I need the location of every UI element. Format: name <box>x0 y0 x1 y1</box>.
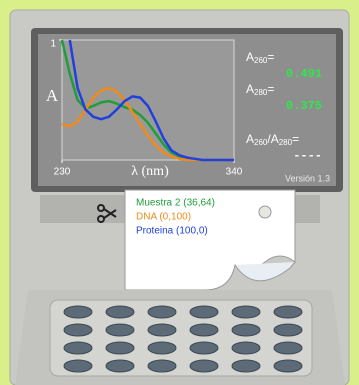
key[interactable] <box>190 342 218 354</box>
key[interactable] <box>106 342 134 354</box>
readout-label: A260/A280= <box>246 132 299 147</box>
readout-label-part: 280 <box>279 138 293 147</box>
key[interactable] <box>190 324 218 336</box>
key[interactable] <box>148 324 176 336</box>
readout-label-part: 260 <box>254 138 268 147</box>
x-axis-label: λ (nm) <box>131 164 169 179</box>
readout-value: 0.491 <box>286 67 322 81</box>
x-tick-label: 340 <box>226 167 243 178</box>
key[interactable] <box>232 306 260 318</box>
readout-label-part: A <box>246 82 254 96</box>
key[interactable] <box>148 306 176 318</box>
readout-label-part: 260 <box>254 56 268 65</box>
key[interactable] <box>274 324 302 336</box>
y-axis-label: A <box>46 86 59 105</box>
key[interactable] <box>106 306 134 318</box>
key[interactable] <box>148 342 176 354</box>
plot-area <box>62 40 234 160</box>
key[interactable] <box>232 360 260 372</box>
readout-value: 0.375 <box>286 99 322 113</box>
key[interactable] <box>274 306 302 318</box>
y-tick-label: 1 <box>50 39 56 50</box>
key[interactable] <box>106 324 134 336</box>
legend-entry: Proteina (100,0) <box>136 226 208 237</box>
readout-label-part: = <box>267 82 274 96</box>
key[interactable] <box>190 306 218 318</box>
key[interactable] <box>64 306 92 318</box>
readout-label-part: = <box>267 50 274 64</box>
readout-value: ---- <box>293 149 322 163</box>
key[interactable] <box>274 360 302 372</box>
x-tick-label: 230 <box>54 167 71 178</box>
readout-label-part: A <box>246 132 254 146</box>
key[interactable] <box>190 360 218 372</box>
readout-label-part: = <box>292 132 299 146</box>
screen: A λ (nm) Versión 1.3 1 230 340 Muestra 2 (3… <box>0 0 359 385</box>
legend-entry: Muestra 2 (36,64) <box>136 198 215 209</box>
key[interactable] <box>274 342 302 354</box>
key[interactable] <box>106 360 134 372</box>
key[interactable] <box>64 342 92 354</box>
version: Versión 1.3 <box>285 173 330 183</box>
key[interactable] <box>64 360 92 372</box>
readout-label-part: A <box>246 50 254 64</box>
readout-label-part: /A <box>267 132 278 146</box>
button[interactable] <box>259 206 271 218</box>
key[interactable] <box>64 324 92 336</box>
key[interactable] <box>148 360 176 372</box>
key[interactable] <box>232 342 260 354</box>
key[interactable] <box>232 324 260 336</box>
legend-entry: DNA (0,100) <box>136 212 191 223</box>
readout-label-part: 280 <box>254 88 268 97</box>
